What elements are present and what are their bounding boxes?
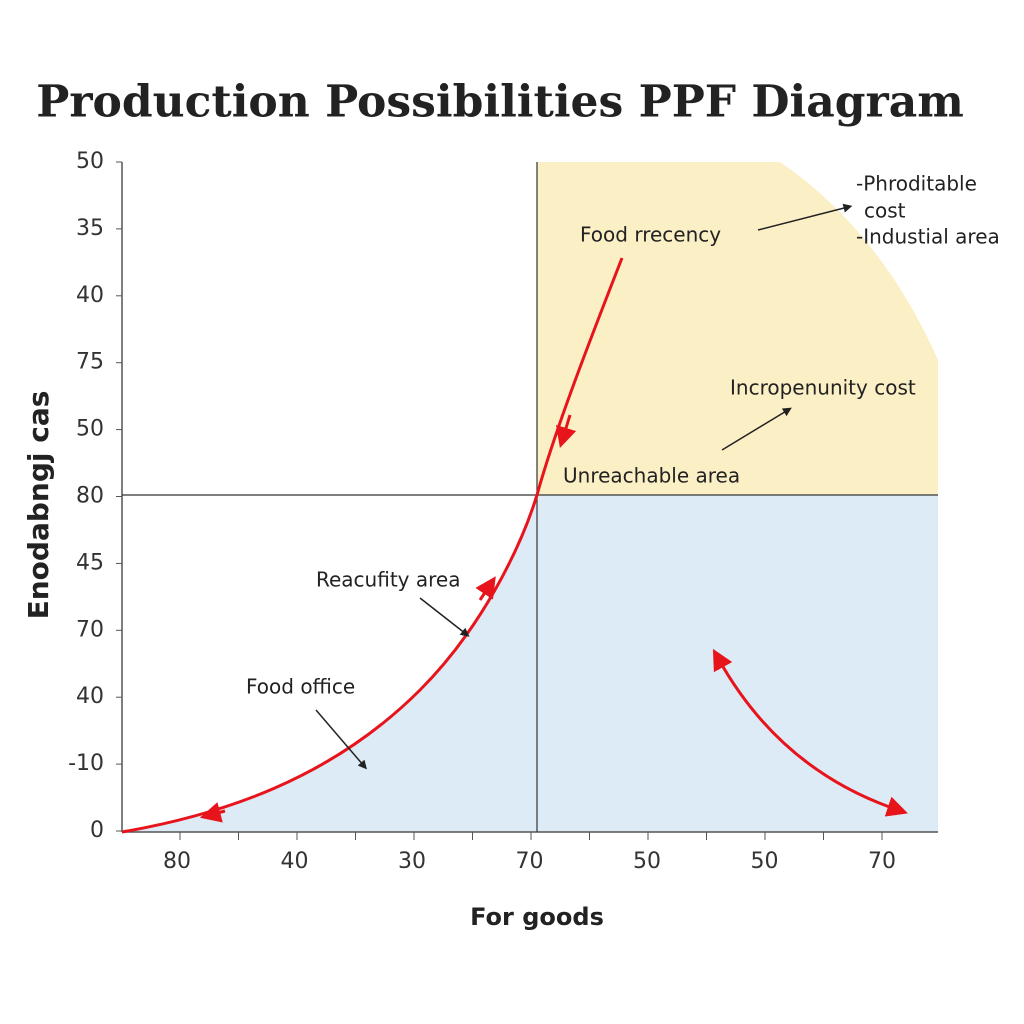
x-tick-label: 40 [281,849,309,874]
y-tick-label: 40 [76,283,104,308]
x-tick-label: 70 [868,849,896,874]
x-tick-label: 30 [398,849,426,874]
annotation: Reacufity area [316,568,460,592]
annotation: -Phroditable [856,172,977,196]
pointer [721,407,792,451]
arrow [475,576,496,601]
annotation: -Industial area [856,225,1000,249]
pointer [757,203,853,231]
title: Production Possibilities PPF Diagram [36,77,964,128]
shift-arrow [712,648,908,817]
y-tick-label: -10 [68,751,104,776]
y-tick-label: 40 [76,684,104,709]
y-tick-label: 45 [76,550,104,575]
y-tick-label: 80 [76,484,104,509]
y-axis-label: Enodabngj cas [22,391,55,620]
unreachable-region [537,162,938,495]
x-tick-label: 70 [516,849,544,874]
x-axis-label: For goods [470,903,604,931]
y-tick-label: 70 [76,617,104,642]
annotation: cost [864,199,906,223]
y-tick-label: 50 [76,149,104,174]
annotation: Unreachable area [563,464,740,488]
annotation: Incropenunity cost [730,376,916,400]
arrow [199,802,226,823]
ppf-curve [121,257,624,834]
x-tick-label: 50 [751,849,779,874]
y-tick-label: 35 [76,216,104,241]
arrow [556,414,577,449]
reachable-region [122,495,938,832]
x-tick-label: 80 [163,849,191,874]
annotation: Food office [246,675,355,699]
pointer [315,709,367,770]
y-tick-label: 50 [76,417,104,442]
y-tick-label: 75 [76,350,104,375]
x-tick-label: 50 [633,849,661,874]
y-tick-label: 0 [90,818,104,843]
annotation: Food rrecency [580,223,721,247]
pointer [419,597,470,637]
